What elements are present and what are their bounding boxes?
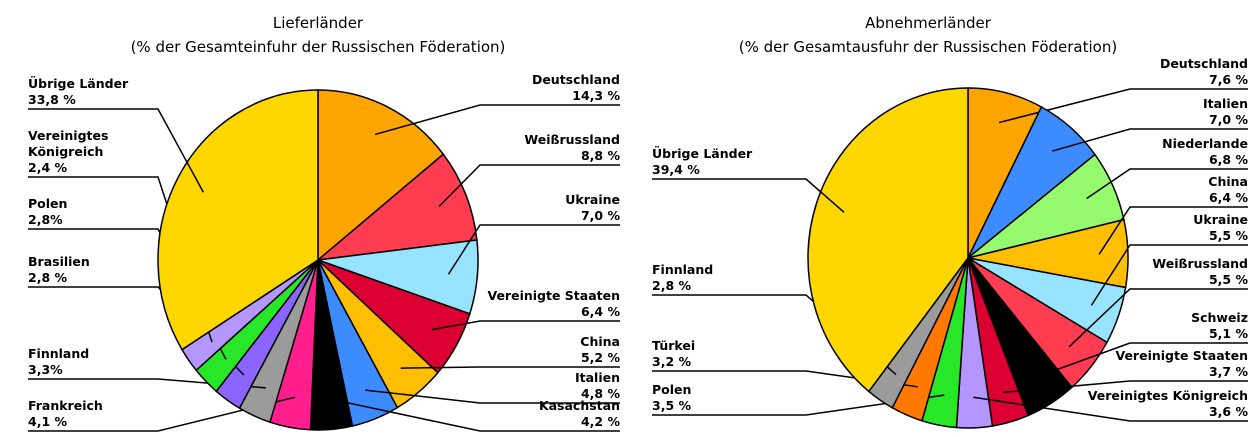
slice-label: Vereinigtes Königreich (1088, 388, 1248, 403)
slice-value-label: 5,5 % (1209, 228, 1248, 243)
slice-label: Weißrussland (1152, 256, 1248, 271)
slice-label: Kasachstan (539, 398, 620, 413)
slice-value-label: 6,4 % (1209, 190, 1248, 205)
slice-label: China (580, 334, 620, 349)
pie-slice (317, 89, 445, 262)
chart-title: Lieferländer (273, 14, 364, 32)
slice-value-label: 39,4 % (652, 162, 700, 177)
slice-value-label: 8,8 % (581, 148, 620, 163)
leader-line (973, 396, 1248, 422)
leader-line (328, 398, 620, 432)
leader-line (400, 366, 620, 369)
slice-label: Vereinigte Staaten (1115, 348, 1248, 363)
leader-line (28, 108, 205, 193)
slice-label: Brasilien (28, 254, 90, 269)
slice-label: Italien (575, 370, 620, 385)
slice-label: Vereinigte Staaten (487, 288, 620, 303)
pie-slice (315, 153, 478, 262)
slice-label: Türkei (652, 338, 695, 353)
slice-value-label: 7,6 % (1209, 72, 1248, 87)
leader-line (1035, 342, 1248, 378)
slice-value-label: 6,8 % (1209, 152, 1248, 167)
leader-line (438, 164, 620, 207)
slice-value-label: 33,8 % (28, 92, 76, 107)
slice-label: Deutschland (1160, 56, 1248, 71)
leader-line (365, 389, 620, 404)
slice-label: Italien (1203, 96, 1248, 111)
slice-label: Schweiz (1191, 310, 1248, 325)
slice-label: China (1208, 174, 1248, 189)
leader-line (374, 104, 620, 136)
slice-label: Weißrussland (524, 132, 620, 147)
slice-value-label: 3,2 % (652, 354, 691, 369)
chart-subtitle: (% der Gesamtausfuhr der Russischen Föde… (739, 38, 1117, 56)
slice-label: Frankreich (28, 398, 103, 413)
slice-value-label: 3,5 % (652, 398, 691, 413)
slice-value-label: 4,1 % (28, 414, 67, 429)
chart-subtitle: (% der Gesamteinfuhr der Russischen Föde… (131, 38, 506, 56)
pie-slice (807, 87, 969, 393)
slice-label: Polen (652, 382, 691, 397)
slice-value-label: 2,8% (28, 212, 63, 227)
slice-value-label: 3,7 % (1209, 364, 1248, 379)
slice-value-label: 5,5 % (1209, 272, 1248, 287)
slice-label: Polen (28, 196, 67, 211)
chart-title: Abnehmerländer (865, 14, 992, 32)
slice-value-label: 3,3% (28, 362, 63, 377)
leader-line (431, 320, 620, 331)
slice-label: Deutschland (532, 72, 620, 87)
slice-label: Übrige Länder (28, 76, 129, 91)
slice-value-label: 7,0 % (1209, 112, 1248, 127)
slice-label: Übrige Länder (652, 146, 753, 161)
slice-label: Finnland (28, 346, 89, 361)
slice-value-label: 2,8 % (28, 270, 67, 285)
slice-value-label: 14,3 % (572, 88, 620, 103)
leader-line (1002, 380, 1248, 394)
leader-line (447, 224, 620, 275)
slice-value-label: 7,0 % (581, 208, 620, 223)
slice-value-label: 5,1 % (1209, 326, 1248, 341)
slice-label: Vereinigtes Königreich (28, 128, 108, 159)
leader-line (1068, 288, 1248, 348)
leader-line (652, 178, 845, 213)
slice-value-label: 5,2 % (581, 350, 620, 365)
slice-value-label: 2,8 % (652, 278, 691, 293)
pie-slice (157, 89, 319, 351)
leader-line (1090, 244, 1248, 306)
slice-label: Niederlande (1162, 136, 1248, 151)
slice-value-label: 4,8 % (581, 386, 620, 401)
slice-label: Ukraine (1193, 212, 1248, 227)
leader-line (1098, 206, 1248, 255)
slice-label: Ukraine (565, 192, 620, 207)
slice-value-label: 2,4 % (28, 160, 67, 175)
leader-line (1051, 128, 1248, 152)
slice-value-label: 6,4 % (581, 304, 620, 319)
slice-label: Finnland (652, 262, 713, 277)
slice-value-label: 3,6 % (1209, 404, 1248, 419)
leader-line (1086, 168, 1248, 200)
slice-value-label: 4,2 % (581, 414, 620, 429)
